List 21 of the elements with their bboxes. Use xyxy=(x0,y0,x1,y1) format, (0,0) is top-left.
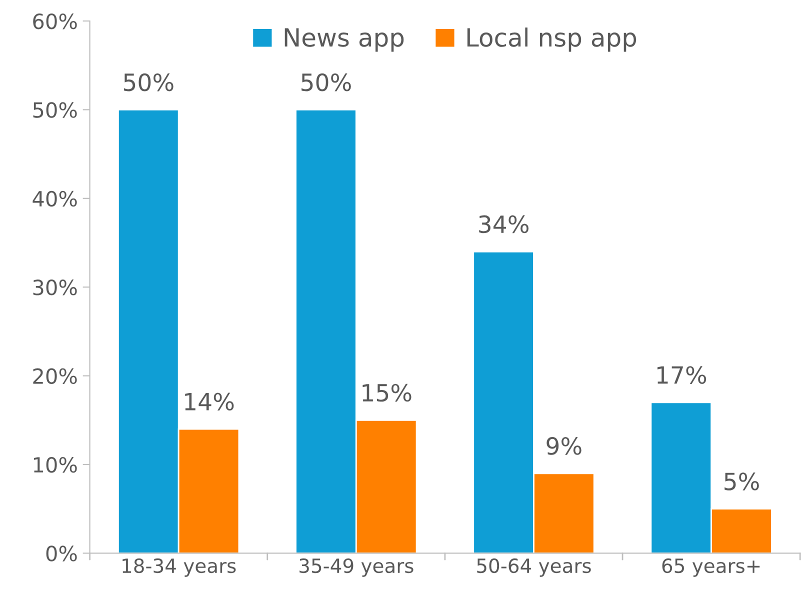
y-tick-label: 30% xyxy=(33,280,77,296)
x-tick-label: 65 years+ xyxy=(662,558,760,577)
x-tick-label: 35-49 years xyxy=(300,558,414,577)
data-label: 5% xyxy=(724,472,759,490)
y-tick-label: 20% xyxy=(33,368,77,384)
y-tick-label: 10% xyxy=(34,456,77,473)
data-label: 9% xyxy=(546,437,582,455)
y-tick-label: 40% xyxy=(32,190,77,207)
legend-label: News app xyxy=(284,28,404,52)
data-label: 15% xyxy=(362,384,412,402)
x-tick-label: 50-64 years xyxy=(477,558,591,577)
legend-label: Local nsp app xyxy=(467,28,636,52)
y-tick-label: 0% xyxy=(46,546,77,562)
y-tick-label: 60% xyxy=(33,13,77,30)
data-label: 34% xyxy=(479,215,528,234)
data-label: 17% xyxy=(657,366,706,384)
y-tick-label: 50% xyxy=(33,102,77,118)
data-label: 50% xyxy=(302,73,351,92)
data-label: 50% xyxy=(124,73,174,92)
data-label: 14% xyxy=(185,392,234,411)
x-tick-label: 18-34 years xyxy=(122,558,236,577)
